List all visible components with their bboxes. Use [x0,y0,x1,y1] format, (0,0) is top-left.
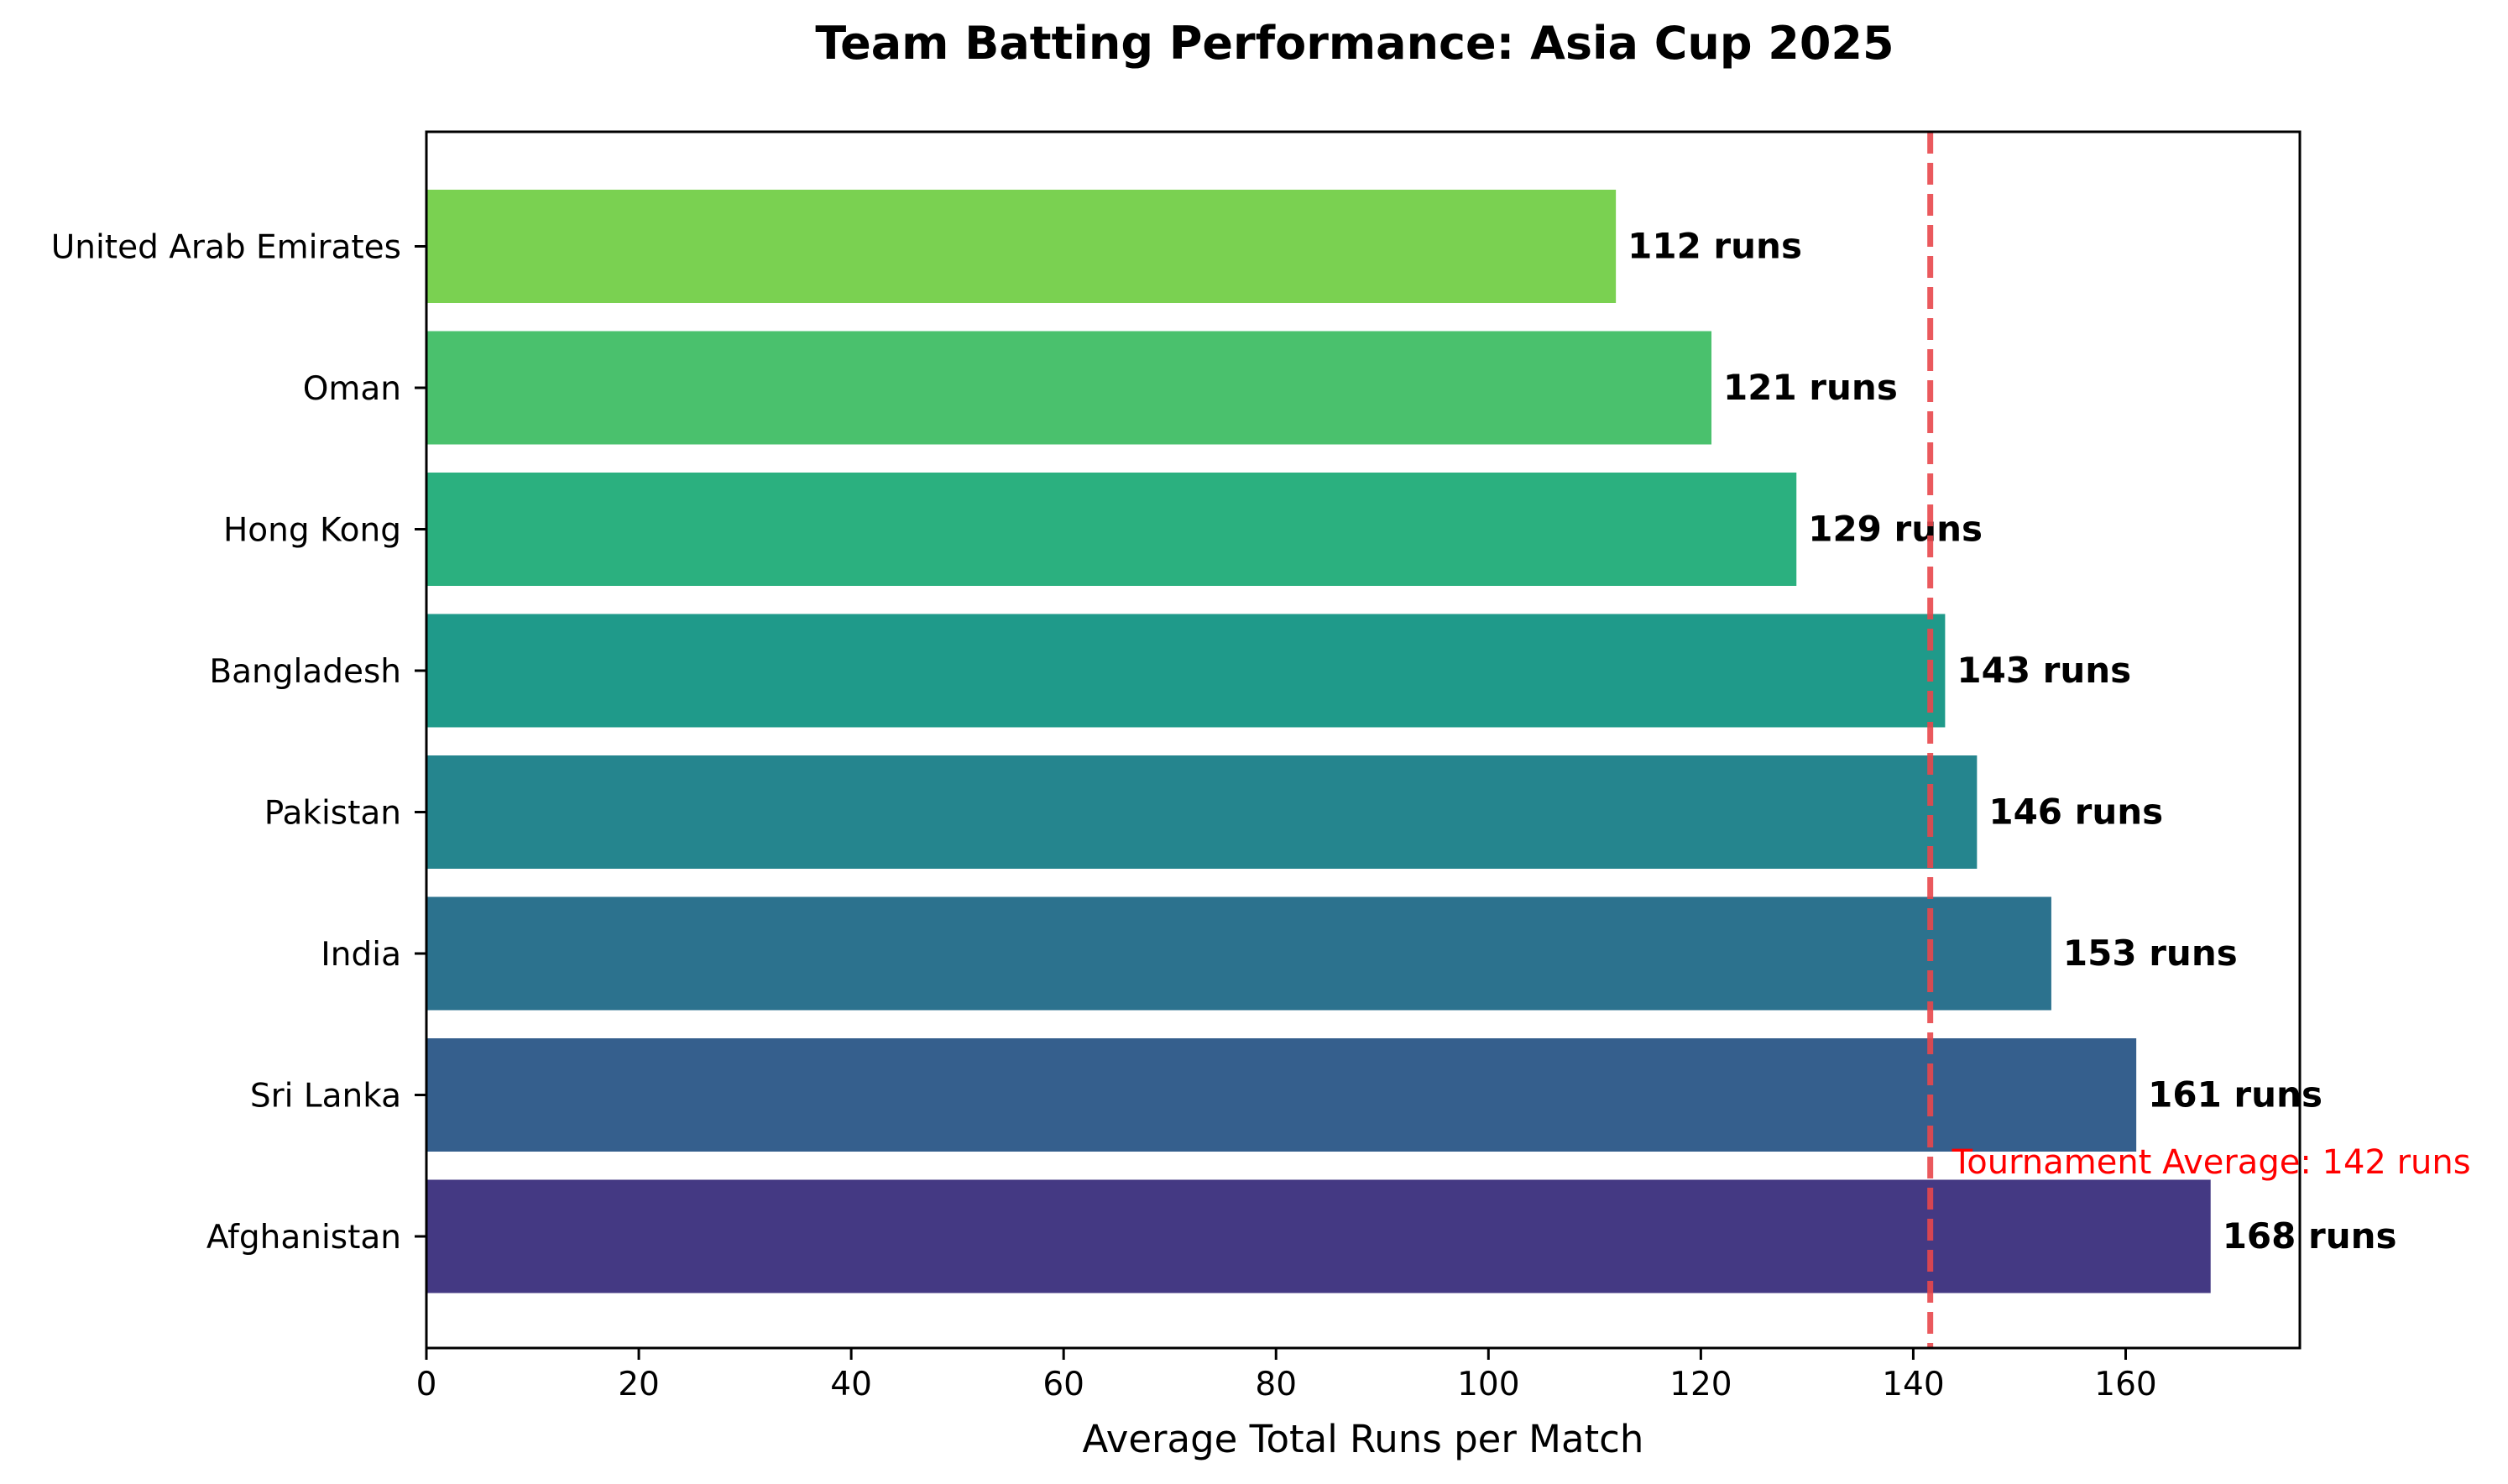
x-axis: 0 20 40 60 80 100 120 140 160 [416,1348,2157,1403]
data-labels-layer: 168 runs 161 runs 153 runs 146 runs 143 runs… [1628,226,2396,1257]
x-tick-label: 120 [1669,1366,1732,1403]
y-tick-label-afghanistan: Afghanistan [206,1219,401,1257]
data-label-india: 153 runs [2063,933,2238,974]
y-tick-label-sri-lanka: Sri Lanka [250,1078,401,1116]
x-tick-label: 160 [2094,1366,2156,1403]
average-reference-label: Tournament Average: 142 runs [1952,1143,2471,1182]
x-tick-label: 140 [1882,1366,1944,1403]
bars-layer [426,190,2211,1293]
plot-frame [425,130,2302,1350]
x-tick-label: 80 [1255,1366,1297,1403]
bar-united-arab-emirates [426,190,1617,303]
x-tick-label: 20 [618,1366,660,1403]
data-label-united-arab-emirates: 112 runs [1628,226,1802,267]
bar-oman [426,331,1712,445]
y-tick-label-united-arab-emirates: United Arab Emirates [51,229,401,267]
y-tick-label-oman: Oman [303,370,401,408]
data-label-bangladesh: 143 runs [1957,650,2131,691]
data-label-sri-lanka: 161 runs [2148,1074,2323,1116]
reference-line-layer: Tournament Average: 142 runs [1927,132,2471,1348]
x-tick-label: 100 [1457,1366,1519,1403]
bar-bangladesh [426,614,1946,728]
bar-pakistan [426,755,1978,869]
data-label-pakistan: 146 runs [1988,792,2163,833]
x-axis-label: Average Total Runs per Match [1083,1417,1644,1461]
data-label-oman: 121 runs [1723,367,1898,408]
x-tick-label: 60 [1042,1366,1084,1403]
data-label-afghanistan: 168 runs [2223,1215,2397,1257]
y-tick-label-india: India [321,936,401,974]
y-axis: Afghanistan Sri Lanka India Pakistan Banglad… [51,229,426,1257]
data-label-hong-kong: 129 runs [1808,509,1983,550]
bar-india [426,896,2051,1011]
y-tick-label-hong-kong: Hong Kong [223,512,401,550]
y-tick-label-pakistan: Pakistan [264,795,401,833]
bar-afghanistan [426,1179,2211,1293]
y-tick-label-bangladesh: Bangladesh [209,653,401,691]
bar-sri-lanka [426,1038,2137,1152]
x-tick-label: 40 [830,1366,872,1403]
bar-hong-kong [426,473,1797,586]
x-tick-label: 0 [416,1366,437,1403]
chart-title: Team Batting Performance: Asia Cup 2025 [815,17,1894,70]
